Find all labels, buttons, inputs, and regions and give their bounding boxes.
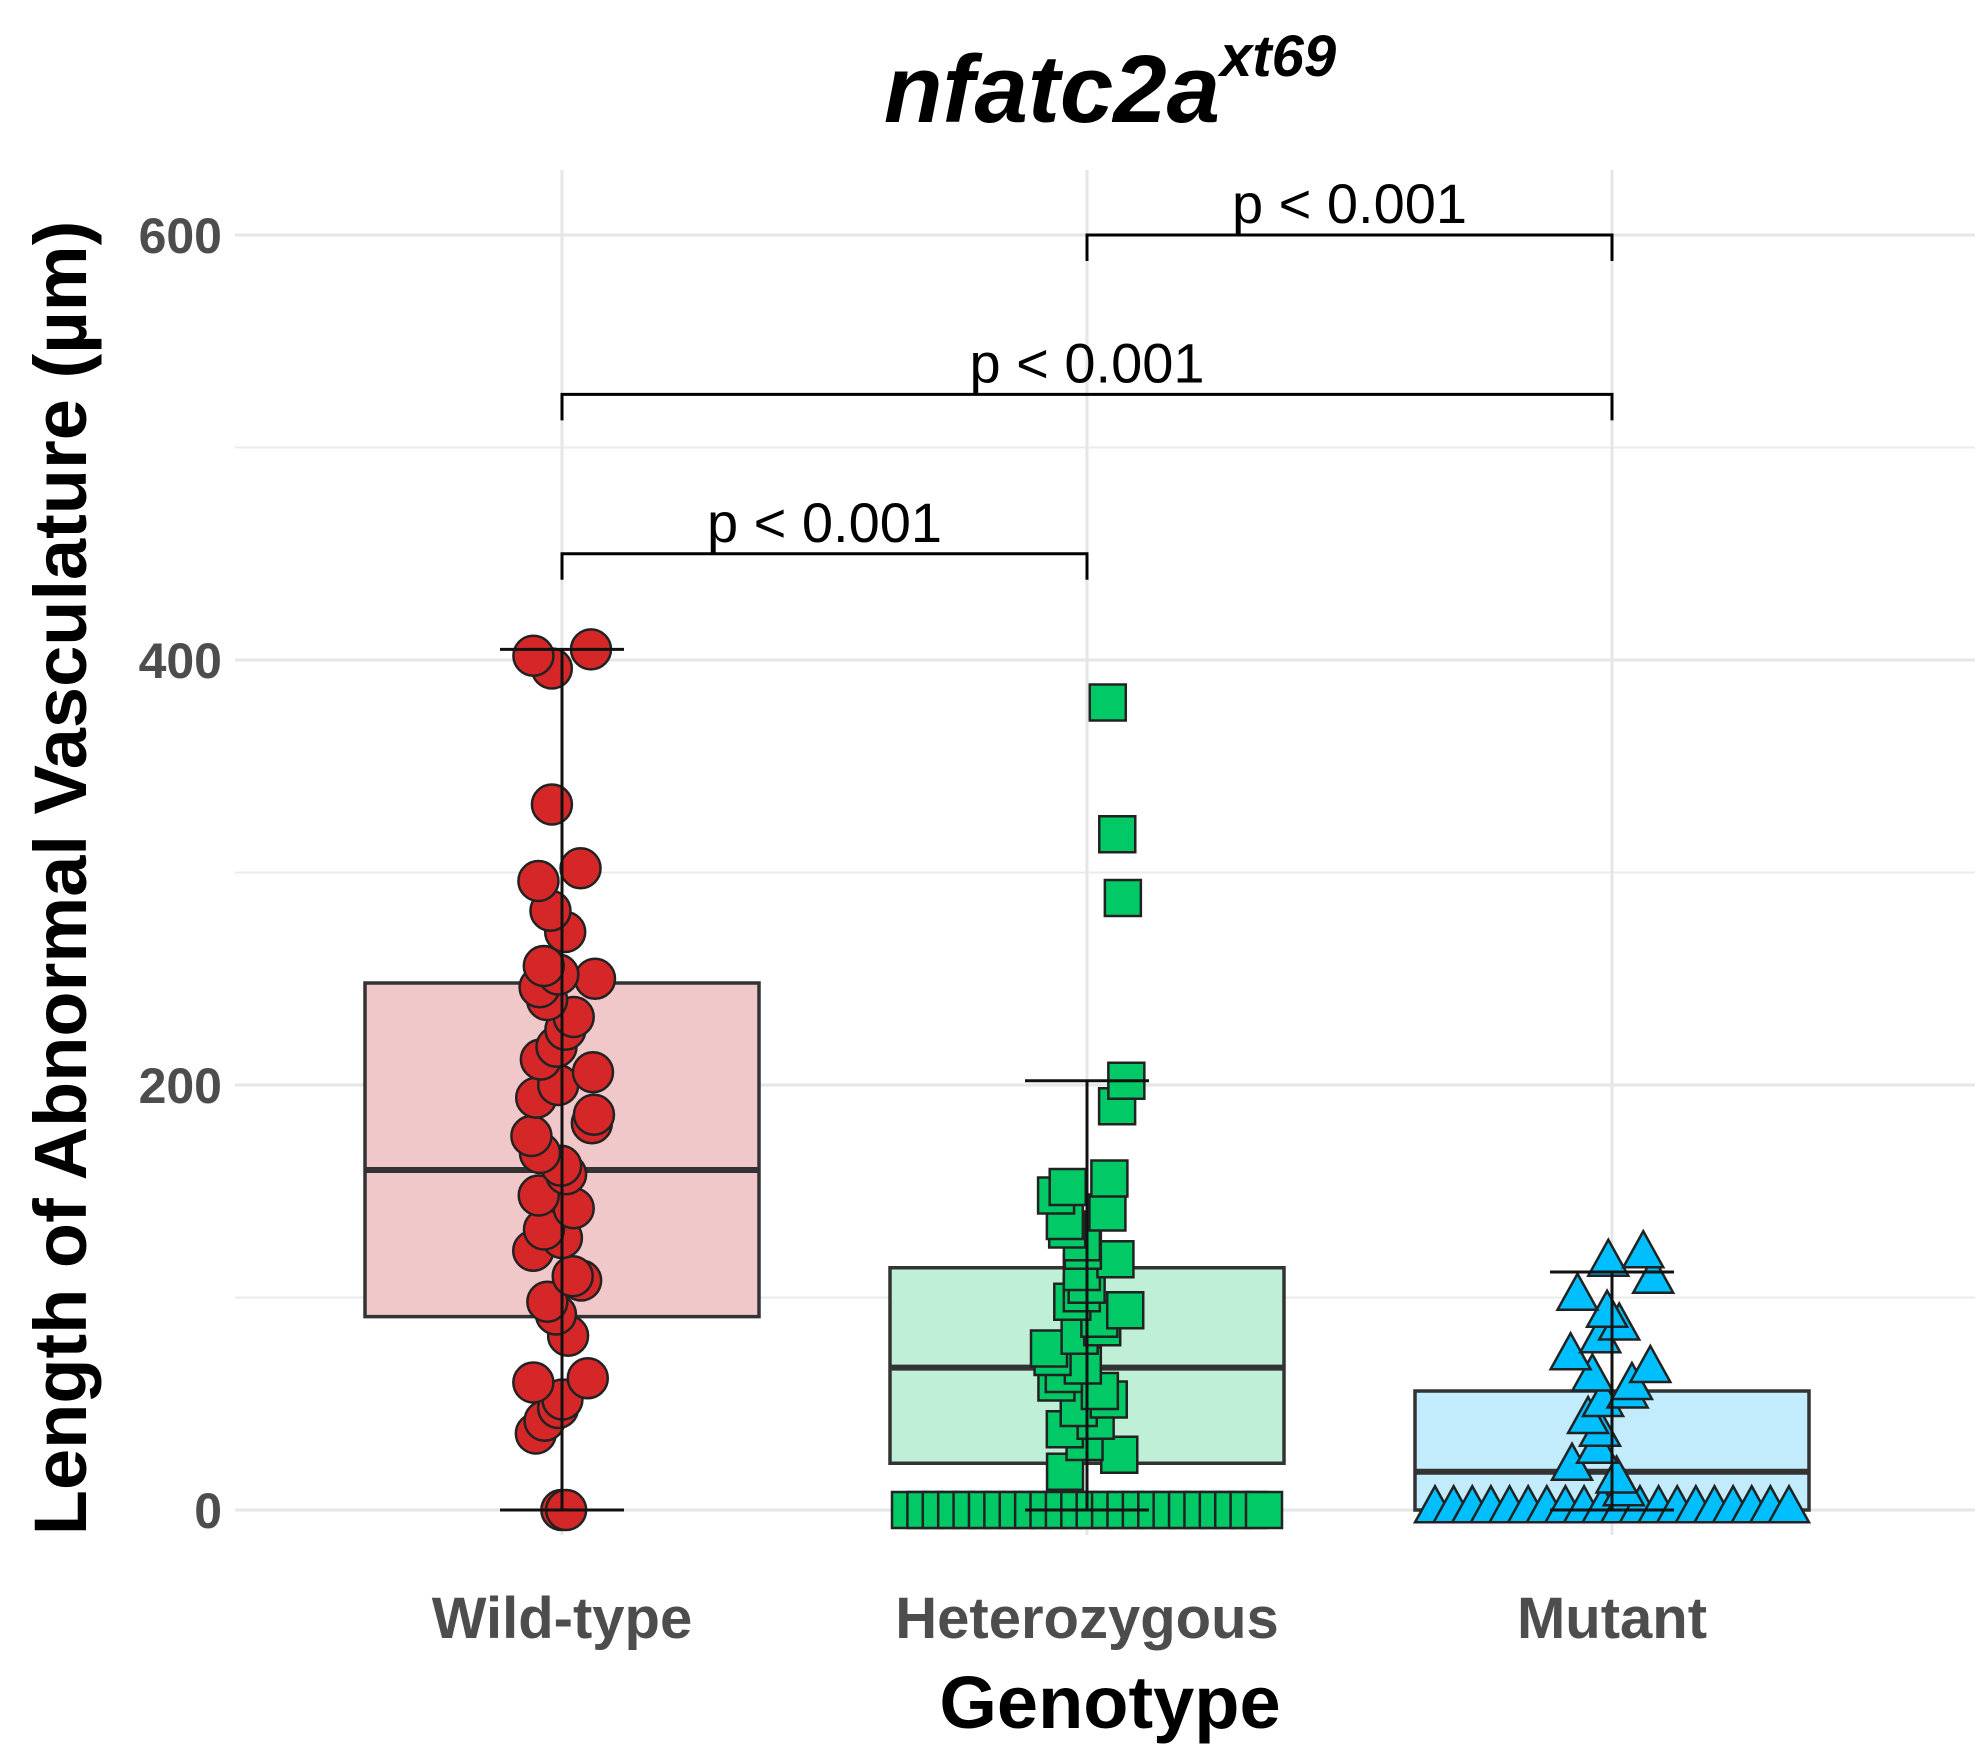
data-point (512, 1361, 555, 1404)
data-point (1088, 1193, 1127, 1232)
x-tick-label: Heterozygous (895, 1586, 1279, 1651)
data-point (1048, 1167, 1087, 1207)
x-tick-label: Mutant (1517, 1586, 1707, 1651)
data-point (1631, 1254, 1676, 1294)
data-point (1586, 1237, 1631, 1277)
data-point (1096, 1240, 1135, 1279)
data-point (1103, 878, 1143, 918)
significance-brackets: p < 0.001 p < 0.001 p < 0.001 (560, 172, 1614, 580)
y-tick-label: 400 (139, 633, 222, 689)
x-tick-label: Wild-type (432, 1586, 692, 1651)
significance-bracket (1085, 233, 1614, 261)
x-axis-title: Genotype (939, 1661, 1280, 1744)
data-point (559, 847, 602, 890)
data-point (1594, 1453, 1639, 1494)
y-tick-label: 200 (139, 1058, 222, 1114)
axes: 0 200 400 600 Wild-type Heterozygous Mutant (139, 208, 1707, 1651)
data-point (573, 957, 617, 1000)
data-point (522, 944, 566, 988)
chart-title: nfatc2axt69 (884, 24, 1336, 143)
data-point (510, 1114, 553, 1158)
y-tick-label: 0 (194, 1483, 222, 1539)
data-point (1244, 1490, 1284, 1530)
data-point (512, 634, 555, 677)
significance-label: p < 0.001 (707, 491, 942, 554)
data-point (1105, 1291, 1145, 1330)
significance-bracket (560, 392, 1614, 421)
y-axis-title: Length of Abnormal Vasculature (µm) (19, 221, 102, 1535)
data-point (1098, 815, 1137, 854)
data-point (572, 1093, 616, 1136)
significance-bracket (560, 552, 1089, 580)
points (500, 628, 1812, 1532)
data-point (1088, 683, 1128, 722)
data-point (1621, 1228, 1666, 1269)
data-point (1570, 1351, 1615, 1392)
data-point (1766, 1483, 1812, 1524)
data-point (1090, 1159, 1129, 1198)
title-superscript: xt69 (1217, 24, 1336, 89)
data-point (1628, 1343, 1673, 1384)
significance-label: p < 0.001 (969, 331, 1204, 394)
data-point (517, 859, 560, 903)
data-point (551, 1255, 594, 1298)
data-point (526, 1280, 569, 1323)
data-point (1555, 1271, 1600, 1311)
data-point (1100, 1435, 1139, 1474)
y-tick-label: 600 (139, 208, 222, 264)
data-point (530, 783, 574, 826)
significance-label: p < 0.001 (1232, 172, 1467, 235)
data-point (566, 1357, 610, 1400)
data-point (571, 1051, 615, 1094)
title-main: nfatc2a (884, 36, 1220, 143)
